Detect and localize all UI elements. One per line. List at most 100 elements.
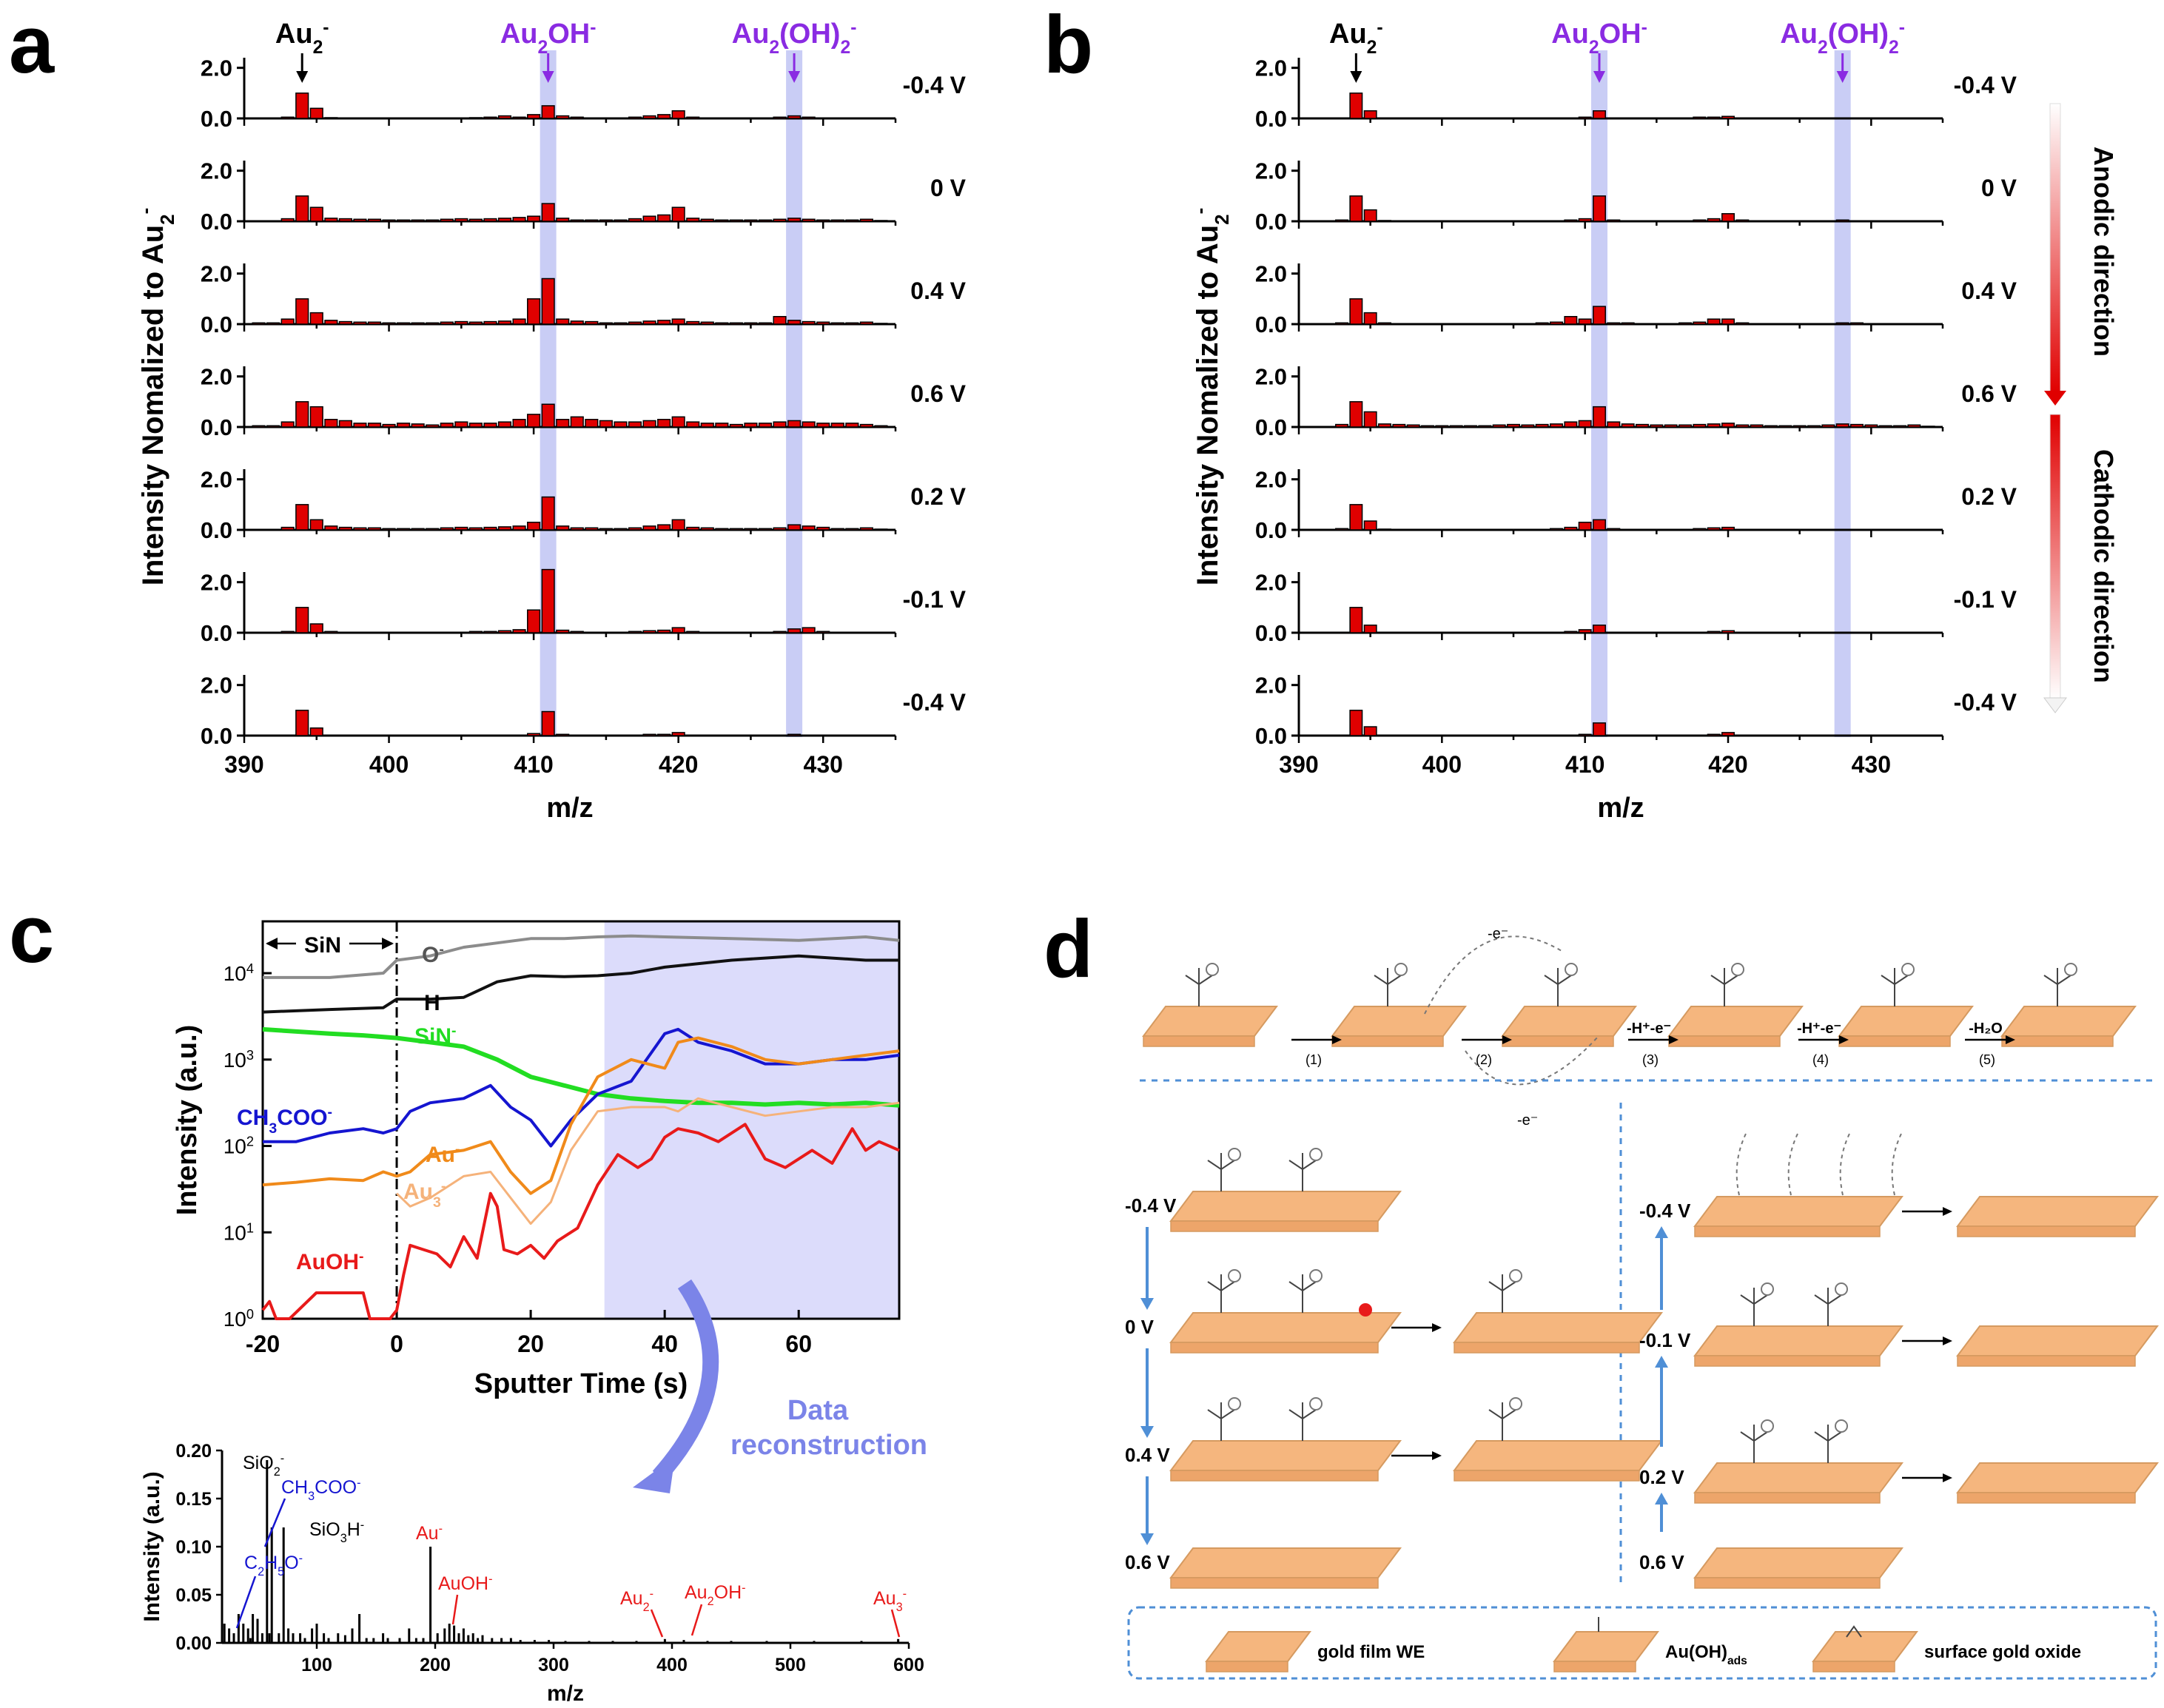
panelA-bar-1-433: [859, 218, 873, 222]
panelA-bar-2-391: [252, 322, 266, 325]
d-right-slab-b-2: [1956, 1462, 2159, 1493]
panelA-potential-6: -0.4 V: [903, 689, 967, 716]
panelA-bar-3-393: [280, 421, 295, 428]
panelA-bar-4-410: [527, 522, 541, 531]
panelA-bar-1-418: [642, 215, 656, 222]
panelA-potential-5: -0.1 V: [903, 586, 967, 613]
panelA-bar-2-411: [541, 278, 555, 325]
panelB-potential-4: 0.2 V: [1961, 483, 2017, 510]
panelB-bar-5-420: [1721, 630, 1735, 633]
panelB-peak-arrowhead-1: [1593, 71, 1605, 83]
inset-label-5: AuOH-: [438, 1573, 493, 1594]
panelA-bar-4-430: [816, 526, 830, 531]
panelA-peak-label-2-part-0: Au: [732, 19, 770, 50]
c-series-label-1-part-0: H: [424, 991, 440, 1015]
d-left-mol-a-2-ion: [1228, 1397, 1241, 1411]
panelA-bar-6-420: [671, 732, 685, 736]
c-xtick-label-3: 40: [651, 1331, 678, 1357]
panelB-bar-3-405: [1507, 423, 1520, 428]
panelA-bar-2-403: [426, 322, 440, 325]
panel-d-schematic: -e⁻ -e⁻ (1) (2) (3) (4) (5) -H⁺-e⁻ -H⁺-e⁻ -H₂O -0.…: [1125, 926, 2159, 1680]
panelA-bar-3-424: [729, 423, 743, 428]
panelB-bar-3-421: [1735, 424, 1750, 428]
c-ytick-label-3-part-1: 3: [246, 1048, 254, 1063]
panelA-bar-6-408: [497, 734, 512, 736]
panelB-bar-2-415: [1650, 323, 1664, 325]
panelA-ylabel-part-1: 2: [156, 214, 178, 224]
panelA-bar-4-416: [614, 528, 628, 531]
panelA-bar-1-417: [628, 218, 642, 222]
panelA-bar-4-419: [657, 524, 671, 531]
panelA-bar-3-427: [773, 421, 787, 428]
panelA-peak-label-1-part-1: 2: [538, 38, 548, 58]
panelA-bar-4-402: [411, 528, 425, 531]
panelB-bar-1-421: [1735, 219, 1750, 222]
panelB-bar-5-433: [1907, 631, 1921, 633]
panelB-bar-5-396: [1378, 631, 1391, 633]
panelA-bar-4-425: [744, 528, 758, 531]
panelB-bar-2-420: [1721, 318, 1735, 325]
panelB-peak-label-1-part-3: -: [1642, 18, 1647, 38]
panelB-peak-label-2-part-2: (OH): [1828, 19, 1889, 50]
inset-label-3: C2H5O-: [244, 1552, 303, 1578]
panelA-bar-0-418: [642, 115, 656, 119]
panelB-bar-2-422: [1750, 323, 1764, 325]
d-top-molecule-2: [1544, 968, 1572, 1006]
panelB-ylabel-part-2: -: [1189, 208, 1211, 215]
panelB-bar-2-418: [1693, 321, 1707, 325]
panelA-bar-1-415: [599, 219, 613, 222]
inset-ytick-label-3: 0.15: [175, 1489, 212, 1510]
panelA-bar-5-400: [382, 631, 396, 633]
panelA-bar-3-423: [715, 423, 729, 428]
inset-pointer-5: [890, 1609, 901, 1638]
d-top-molecule-5-ion: [2064, 963, 2077, 976]
d-legend-item-3: surface gold oxide: [1924, 1642, 2081, 1662]
panelA-bar-4-401: [397, 528, 411, 531]
c-series-label-2-part-1: -: [451, 1023, 457, 1039]
panelA-bar-5-418: [642, 630, 656, 633]
panelB-bar-1-410: [1578, 218, 1592, 222]
panelB-bar-4-397: [1392, 528, 1406, 531]
panelA-bar-5-428: [787, 628, 802, 633]
panel-c-inset-spectrum: 0.00 0.05 0.10 0.15 0.20 100 200 300 400 500 600 m/…: [140, 1441, 924, 1706]
panelB-peak-label-1-part-0: Au: [1551, 19, 1589, 50]
panelB-bar-6-394: [1349, 710, 1363, 736]
panelB-bar-2-406: [1521, 323, 1535, 325]
panelA-bar-2-404: [440, 321, 454, 325]
panel-a-chart: 0.0 2.0 -0.4 V 0.0 2.0 0 V 0.0 2.0 0.4 V 0.0 2.0 0.…: [134, 18, 967, 824]
panelA-bar-6-430: [816, 734, 830, 736]
c-sin-label: SiN: [304, 933, 341, 958]
panelB-bar-3-417: [1679, 424, 1692, 428]
panelB-bar-2-395: [1363, 312, 1377, 325]
panelA-bar-4-403: [426, 528, 440, 531]
panelA-bar-2-399: [367, 321, 382, 325]
d-legend-item-2-part-0: Au(OH): [1665, 1642, 1727, 1662]
panelA-bar-3-415: [599, 420, 613, 428]
c-ytick-label-4-part-1: 4: [246, 961, 254, 976]
inset-label-8-part-0: Au: [873, 1588, 896, 1609]
d-left-potential-0: -0.4 V: [1125, 1194, 1177, 1217]
panelA-bar-1-413: [570, 219, 584, 222]
d-left-slab-0-edge: [1170, 1220, 1379, 1232]
panelA-bar-4-398: [353, 527, 367, 531]
c-ytick-label-3-part-0: 10: [224, 1049, 246, 1072]
d-right-mol-b-2: [1814, 1425, 1842, 1463]
panelA-highlight-0: [540, 50, 557, 737]
panelA-bar-3-395: [309, 406, 323, 428]
panelB-bar-3-397: [1392, 423, 1406, 428]
d-top-slab-5: [2000, 1006, 2137, 1037]
c-ytick-label-1-part-1: 1: [246, 1220, 254, 1235]
d-left-slab-3-edge: [1170, 1577, 1379, 1589]
panelA-xtick-label-0: 390: [224, 751, 263, 778]
reconstruction-label-line2: reconstruction: [730, 1430, 927, 1461]
panelA-bar-0-429: [802, 116, 816, 119]
panelB-ytick-label-4-1: 2.0: [1255, 467, 1287, 493]
panelA-bar-6-413: [570, 734, 584, 736]
panelB-ylabel-part-0: Intensity Nomalized to Au: [1192, 225, 1224, 585]
c-series-label-5-part-0: Au: [403, 1180, 433, 1204]
panelA-bar-0-413: [570, 116, 584, 119]
panelA-bar-4-428: [787, 524, 802, 531]
panelA-bar-4-404: [440, 527, 454, 531]
d-top-molecule-5: [2043, 968, 2071, 1006]
c-ytick-label-2-part-1: 2: [246, 1134, 254, 1149]
